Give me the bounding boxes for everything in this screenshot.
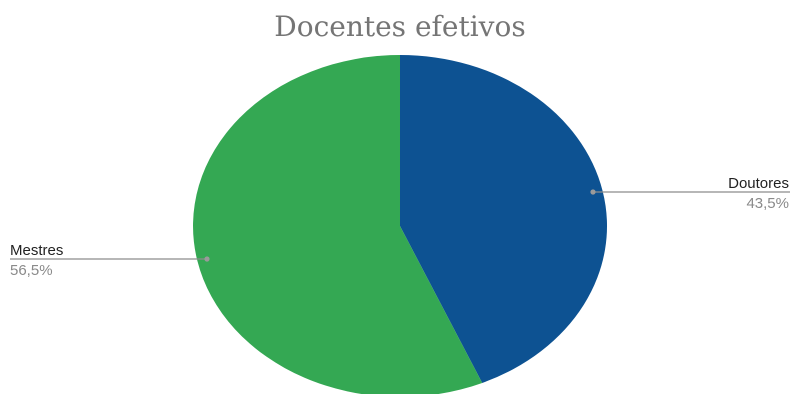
leader-dot-mestres — [204, 256, 210, 262]
leader-dot-doutores — [590, 189, 596, 195]
pie-slice-doutores — [400, 55, 608, 383]
slice-label-doutores: Doutores 43,5% — [590, 175, 790, 212]
slice-value-mestres: 56,5% — [10, 262, 53, 279]
slice-name-mestres: Mestres — [10, 242, 63, 259]
pie-slice-mestres — [193, 55, 483, 394]
slice-value-doutores: 43,5% — [746, 195, 789, 212]
pie-slices — [193, 55, 608, 394]
chart-title: Docentes efetivos — [274, 10, 525, 43]
slice-name-doutores: Doutores — [728, 175, 789, 192]
slice-label-mestres: Mestres 56,5% — [10, 242, 210, 279]
